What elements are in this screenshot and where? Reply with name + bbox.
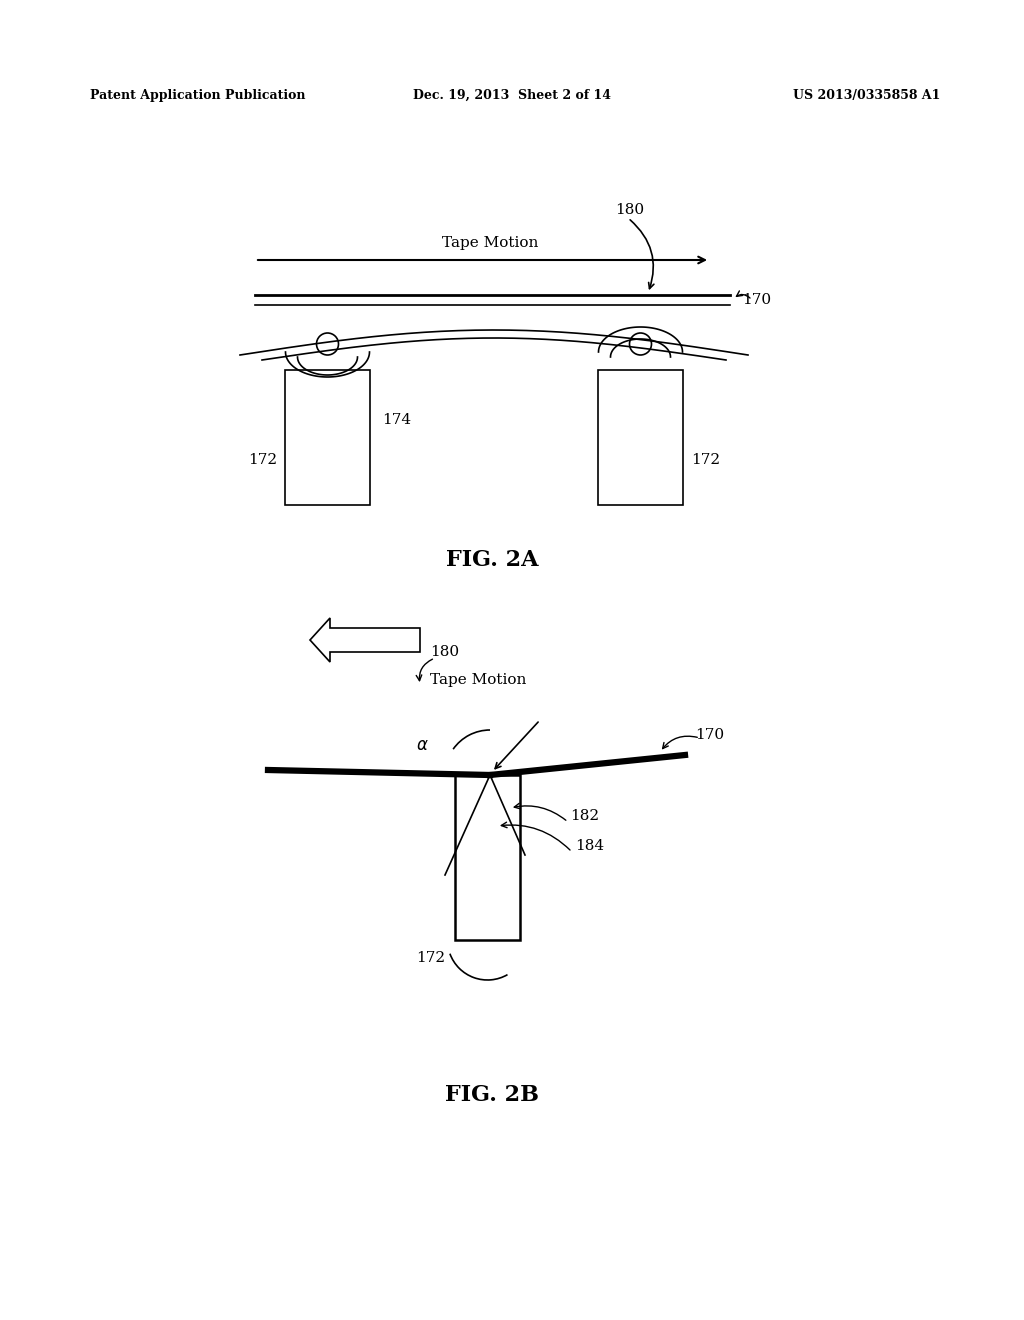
Text: Tape Motion: Tape Motion	[441, 236, 539, 249]
Text: Dec. 19, 2013  Sheet 2 of 14: Dec. 19, 2013 Sheet 2 of 14	[413, 88, 611, 102]
Text: 180: 180	[430, 645, 459, 659]
Text: 180: 180	[615, 203, 644, 216]
Text: 170: 170	[695, 729, 724, 742]
Text: Patent Application Publication: Patent Application Publication	[90, 88, 305, 102]
Text: 172: 172	[248, 453, 278, 467]
Text: 172: 172	[691, 453, 720, 467]
Polygon shape	[310, 618, 420, 663]
Bar	[598, 370, 683, 506]
Text: FIG. 2A: FIG. 2A	[445, 549, 539, 572]
Bar	[285, 370, 370, 506]
Text: FIG. 2B: FIG. 2B	[445, 1084, 539, 1106]
Text: 184: 184	[575, 840, 604, 853]
Text: 170: 170	[742, 293, 771, 308]
Text: $\alpha$: $\alpha$	[416, 737, 428, 754]
Text: 172: 172	[416, 950, 445, 965]
Bar	[455, 775, 520, 940]
Text: Tape Motion: Tape Motion	[430, 673, 526, 686]
Text: 182: 182	[570, 809, 599, 822]
Text: 174: 174	[383, 413, 412, 426]
Text: US 2013/0335858 A1: US 2013/0335858 A1	[793, 88, 940, 102]
